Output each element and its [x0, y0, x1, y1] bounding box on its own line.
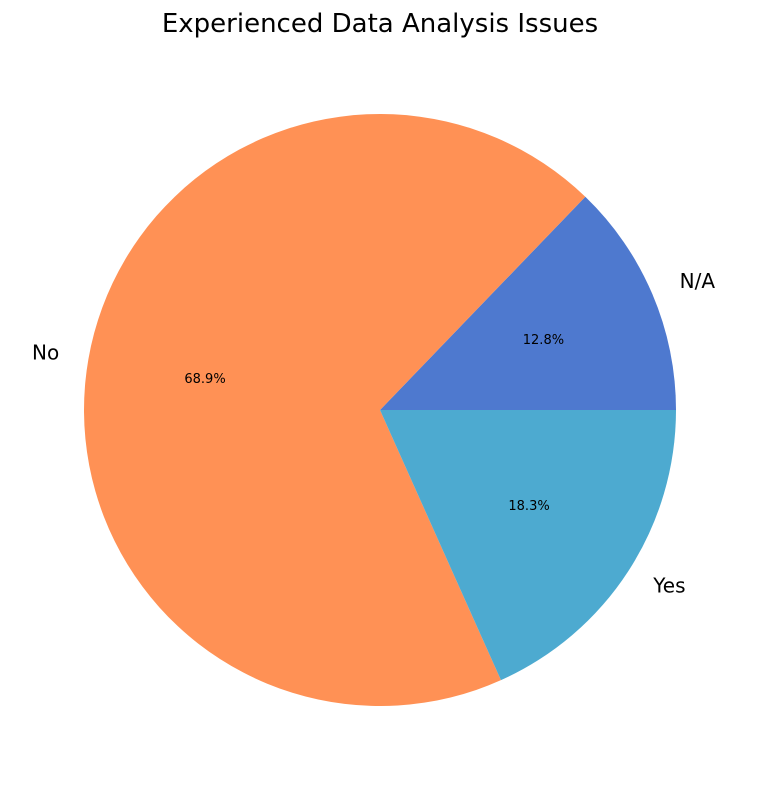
pie-labels: N/A 12.8% No 68.9% Yes 18.3% [32, 269, 715, 597]
pie-slice-no [83, 114, 586, 707]
category-label: N/A [680, 269, 716, 293]
percentage-label: 12.8% [523, 333, 564, 348]
category-label: Yes [652, 574, 685, 598]
pie-slice-n-a [380, 196, 676, 410]
pie-slices [83, 114, 676, 707]
category-label: No [32, 341, 59, 365]
chart-title: Experienced Data Analysis Issues [162, 9, 598, 39]
percentage-label: 18.3% [508, 499, 549, 514]
percentage-label: 68.9% [184, 372, 225, 387]
pie-slice-yes [380, 410, 676, 681]
